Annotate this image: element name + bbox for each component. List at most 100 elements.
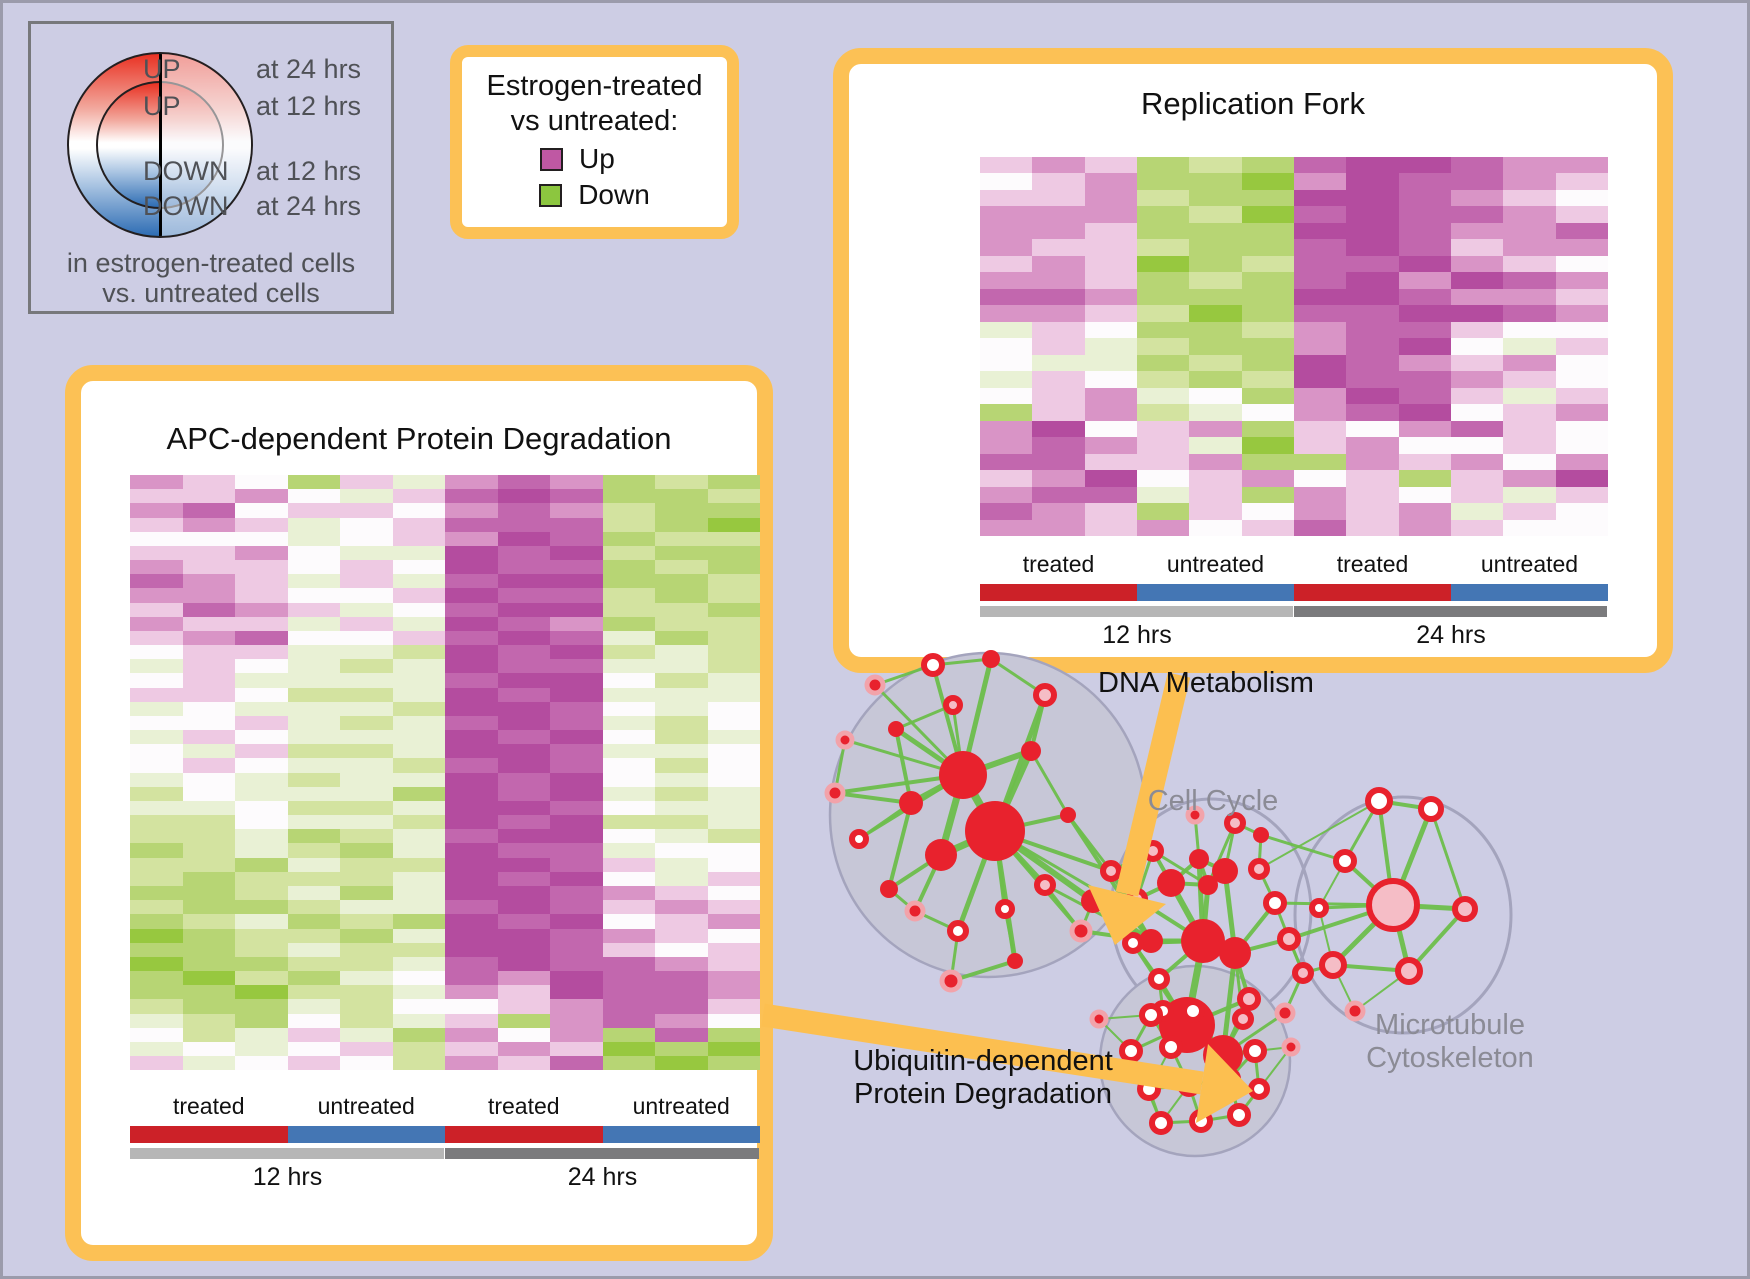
heatmap-cell [1503, 272, 1556, 289]
heatmap-cell [130, 517, 183, 532]
heatmap-cell [340, 800, 393, 816]
network-node-white-core [1227, 1103, 1251, 1127]
heatmap-cell [235, 701, 288, 716]
heatmap-cell [550, 616, 603, 631]
heatmap-cell [655, 701, 708, 716]
updown-ring-diagram [67, 52, 253, 238]
network-node-pink-core [1452, 896, 1478, 922]
heatmap-row [980, 239, 1608, 256]
heatmap-cell [1450, 157, 1504, 174]
heatmap-cell [655, 475, 708, 490]
heatmap-cell [1503, 486, 1556, 504]
heatmap-row [130, 1041, 760, 1057]
heatmap-row [980, 470, 1608, 487]
heatmap-cell [287, 574, 340, 589]
heatmap-cell [602, 1056, 655, 1071]
heatmap-cell [130, 758, 183, 773]
heatmap-cell [445, 503, 498, 518]
network-edge [1332, 963, 1410, 973]
heatmap-cell [602, 659, 655, 674]
network-edge [993, 828, 1095, 904]
network-node-solid [1159, 997, 1215, 1053]
heatmap-cell [1032, 437, 1085, 454]
heatmap-cell [980, 189, 1033, 207]
heatmap-cell [1503, 420, 1556, 438]
heatmap-cell [392, 715, 445, 731]
heatmap-row [980, 157, 1608, 174]
heatmap-cell [445, 673, 498, 688]
heatmap-cell [1241, 420, 1294, 438]
heatmap-cell [287, 843, 340, 858]
heatmap-cell [602, 885, 655, 901]
network-node-white-core [849, 829, 869, 849]
network-edge [1003, 908, 1017, 962]
heatmap-cell [655, 517, 708, 532]
ring-divider-line [159, 54, 162, 236]
heatmap-cell [1136, 189, 1190, 207]
network-edge [1150, 1009, 1194, 1017]
network-node-halo [824, 782, 846, 804]
heatmap-cell [392, 574, 445, 589]
heatmap-cell [1503, 503, 1556, 520]
heatmap-cell [445, 545, 498, 561]
heatmap-cell [445, 928, 498, 943]
heatmap-cell [1032, 157, 1085, 174]
heatmap-cell [1503, 338, 1556, 355]
heatmap-cell [235, 489, 288, 504]
heatmap-row [130, 885, 760, 901]
network-edge [1066, 814, 1113, 872]
heatmap-cell [1398, 371, 1451, 388]
apc-heatmap [130, 475, 760, 1071]
heatmap-cell [130, 560, 183, 575]
down-label: Down [578, 179, 650, 210]
heatmap-cell [1555, 222, 1608, 240]
heatmap-row [130, 560, 760, 575]
heatmap-row [980, 503, 1608, 520]
heatmap-cell [235, 630, 288, 646]
heatmap-cell [130, 914, 183, 929]
heatmap-cell [1189, 288, 1242, 306]
heatmap-cell [707, 800, 760, 816]
heatmap-cell [602, 560, 655, 575]
heatmap-cell [1241, 321, 1294, 339]
network-edge [1206, 822, 1237, 886]
heatmap-cell [1189, 272, 1242, 289]
heatmap-cell [130, 786, 183, 801]
heatmap-cell [980, 157, 1033, 174]
heatmap-cell [655, 630, 708, 646]
heatmap-cell [235, 885, 288, 901]
heatmap-cell [707, 786, 760, 801]
heatmap-cell [497, 659, 550, 674]
heatmap-cell [655, 687, 708, 702]
heatmap-cell [235, 971, 288, 986]
heatmap-cell [340, 885, 393, 901]
network-edge [1222, 1049, 1256, 1057]
heatmap-cell [1398, 404, 1451, 421]
heatmap-cell [497, 645, 550, 660]
network-edge [1183, 940, 1207, 1026]
heatmap-row [130, 843, 760, 858]
heatmap-row [130, 715, 760, 731]
heatmap-cell [550, 574, 603, 589]
network-edge [1160, 1084, 1190, 1124]
network-edge [1274, 901, 1394, 907]
heatmap-cell [1450, 404, 1504, 421]
heatmap-cell [1503, 305, 1556, 322]
heatmap-cell [602, 531, 655, 546]
heatmap-cell [1555, 371, 1608, 388]
heatmap-cell [1346, 206, 1399, 223]
heatmap-cell [550, 871, 603, 886]
network-edge [993, 830, 1007, 910]
heatmap-cell [340, 786, 393, 801]
up-label: Up [579, 143, 615, 174]
heatmap-cell [1503, 157, 1556, 174]
network-node-solid [1081, 889, 1105, 913]
network-node-white-core [1243, 1039, 1267, 1063]
heatmap-cell [1032, 354, 1085, 372]
heatmap-cell [445, 942, 498, 957]
network-node-white-core [1248, 1078, 1270, 1100]
heatmap-cell [287, 900, 340, 915]
heatmap-cell [655, 616, 708, 631]
treatment-color-bar [130, 1126, 760, 1143]
heatmap-cell [235, 744, 288, 759]
